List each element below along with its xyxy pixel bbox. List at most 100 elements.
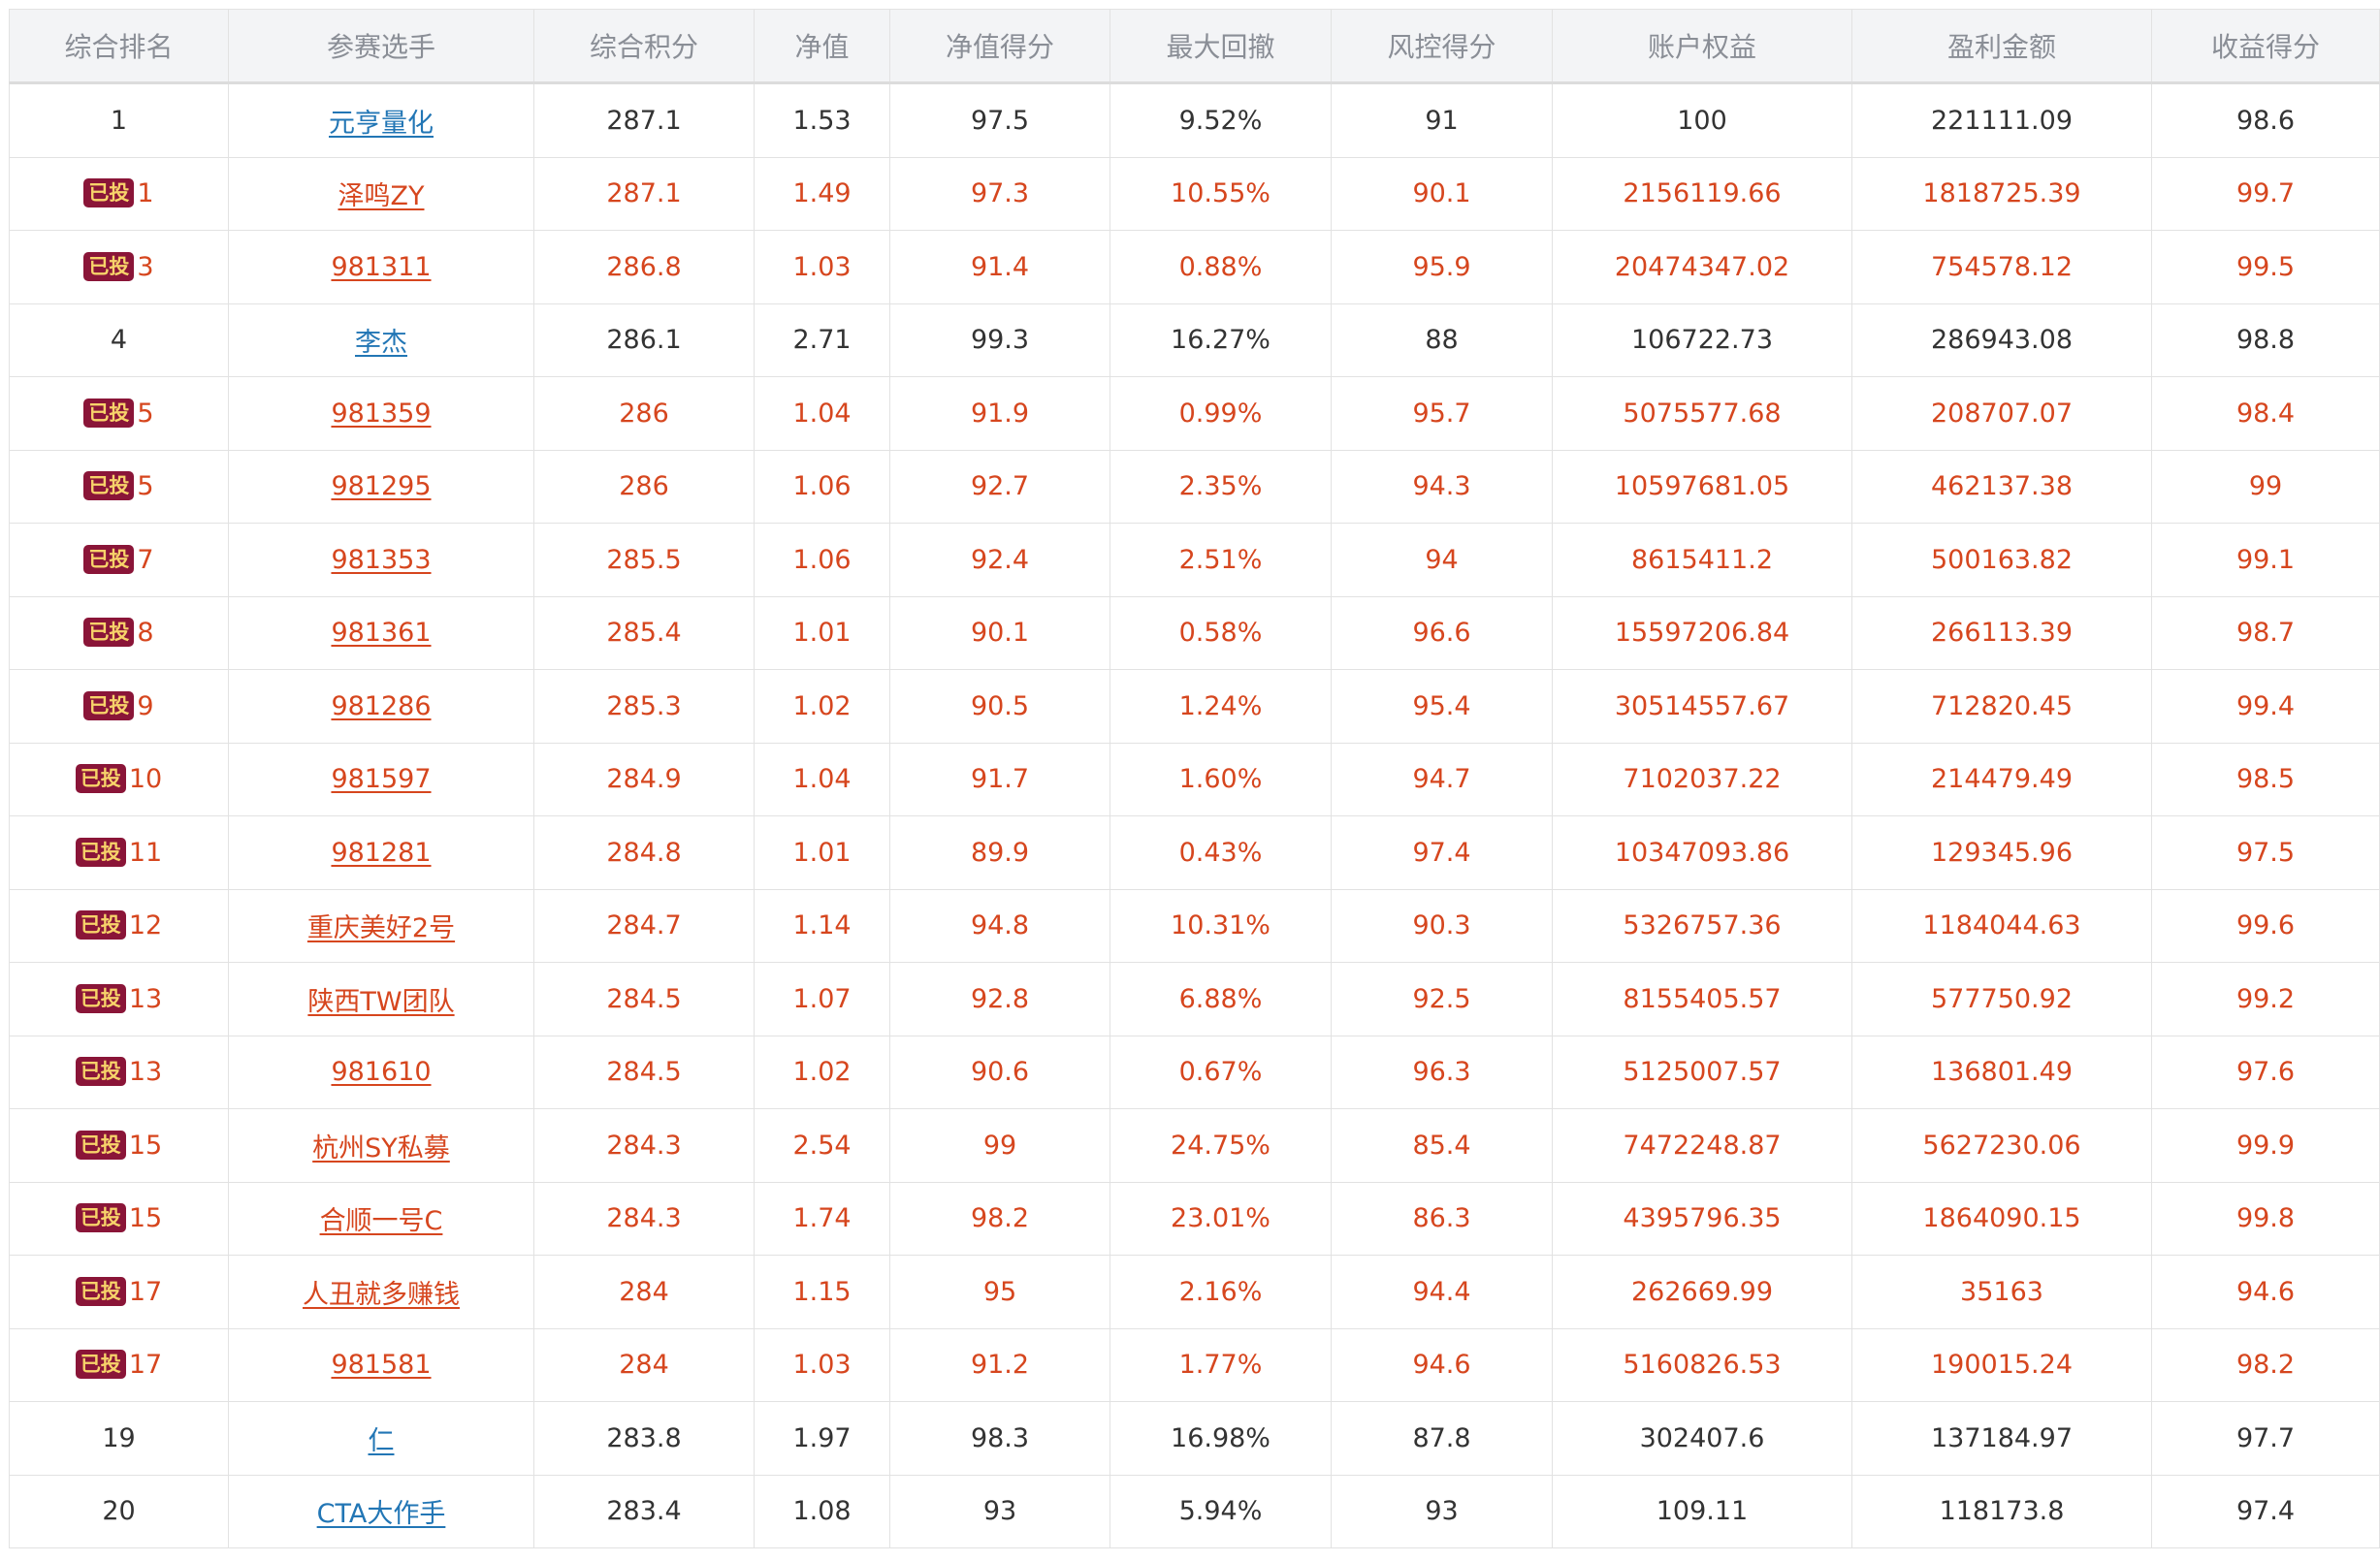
player-link[interactable]: 合顺一号C xyxy=(319,1206,443,1237)
cell-risk-score: 92.5 xyxy=(1331,962,1553,1036)
player-link[interactable]: 人丑就多赚钱 xyxy=(303,1279,460,1310)
cell-score: 285.4 xyxy=(533,595,755,670)
table-row: 已投 7 981353 285.5 1.06 92.4 2.51% 94 8615411.2 50… xyxy=(9,523,2380,597)
cell-max-drawdown: 2.16% xyxy=(1110,1255,1332,1329)
cell-score: 284.5 xyxy=(533,1035,755,1109)
player-link[interactable]: 981286 xyxy=(331,690,432,721)
header-equity[interactable]: 账户权益 xyxy=(1552,9,1852,83)
invested-badge: 已投 xyxy=(83,398,135,428)
cell-equity: 15597206.84 xyxy=(1552,595,1852,670)
player-link[interactable]: 重庆美好2号 xyxy=(306,913,456,944)
cell-return-score: 99.9 xyxy=(2151,1108,2380,1183)
header-score[interactable]: 综合积分 xyxy=(533,9,755,83)
rank-value: 13 xyxy=(128,983,163,1014)
player-link[interactable]: 981597 xyxy=(331,764,432,795)
cell-nav: 1.49 xyxy=(754,156,890,231)
cell-max-drawdown: 9.52% xyxy=(1110,82,1332,158)
cell-nav: 1.08 xyxy=(754,1474,890,1548)
cell-profit: 5627230.06 xyxy=(1851,1108,2152,1183)
player-link[interactable]: 杭州SY私募 xyxy=(312,1132,450,1164)
header-nav[interactable]: 净值 xyxy=(754,9,890,83)
player-link[interactable]: 仁 xyxy=(368,1425,395,1456)
cell-nav: 1.14 xyxy=(754,888,890,963)
cell-nav-score: 94.8 xyxy=(889,888,1110,963)
player-link[interactable]: 李杰 xyxy=(355,328,407,359)
header-max-drawdown[interactable]: 最大回撤 xyxy=(1110,9,1332,83)
cell-rank: 已投 13 xyxy=(9,1035,229,1109)
table-header: 综合排名 参赛选手 综合积分 净值 净值得分 最大回撤 风控得分 账户权益 盈利… xyxy=(9,9,2380,83)
cell-profit: 221111.09 xyxy=(1851,82,2152,158)
cell-equity: 109.11 xyxy=(1552,1474,1852,1548)
cell-max-drawdown: 0.88% xyxy=(1110,230,1332,304)
invested-badge: 已投 xyxy=(83,690,135,720)
cell-return-score: 99.5 xyxy=(2151,230,2380,304)
table-row: 已投 13 981610 284.5 1.02 90.6 0.67% 96.3 5125007.… xyxy=(9,1035,2380,1109)
player-link[interactable]: 981295 xyxy=(331,471,432,502)
header-nav-score[interactable]: 净值得分 xyxy=(889,9,1110,83)
player-link[interactable]: CTA大作手 xyxy=(316,1499,446,1530)
cell-nav-score: 92.4 xyxy=(889,523,1110,597)
cell-score: 286 xyxy=(533,376,755,451)
table-row: 已投 8 981361 285.4 1.01 90.1 0.58% 96.6 15597206.… xyxy=(9,595,2380,670)
cell-return-score: 98.4 xyxy=(2151,376,2380,451)
cell-max-drawdown: 1.24% xyxy=(1110,669,1332,744)
invested-badge: 已投 xyxy=(75,1350,126,1380)
cell-rank: 20 xyxy=(9,1474,229,1548)
header-profit[interactable]: 盈利金额 xyxy=(1851,9,2152,83)
cell-max-drawdown: 0.67% xyxy=(1110,1035,1332,1109)
player-link[interactable]: 泽鸣ZY xyxy=(338,181,425,212)
cell-nav-score: 97.3 xyxy=(889,156,1110,231)
cell-rank: 已投 10 xyxy=(9,742,229,816)
cell-player: 981281 xyxy=(228,815,534,890)
player-link[interactable]: 981311 xyxy=(331,251,432,282)
cell-nav: 1.04 xyxy=(754,376,890,451)
table-row: 已投 11 981281 284.8 1.01 89.9 0.43% 97.4 10347093… xyxy=(9,815,2380,890)
cell-profit: 1818725.39 xyxy=(1851,156,2152,231)
invested-badge: 已投 xyxy=(75,764,126,794)
cell-profit: 286943.08 xyxy=(1851,303,2152,377)
player-link[interactable]: 981610 xyxy=(331,1057,432,1088)
header-row: 综合排名 参赛选手 综合积分 净值 净值得分 最大回撤 风控得分 账户权益 盈利… xyxy=(9,9,2380,83)
cell-nav-score: 93 xyxy=(889,1474,1110,1548)
cell-return-score: 97.4 xyxy=(2151,1474,2380,1548)
table-row: 已投 5 981359 286 1.04 91.9 0.99% 95.7 5075577.68 2… xyxy=(9,376,2380,451)
header-risk-score[interactable]: 风控得分 xyxy=(1331,9,1553,83)
rank-value: 15 xyxy=(128,1130,163,1161)
cell-nav: 1.74 xyxy=(754,1181,890,1256)
cell-player: 泽鸣ZY xyxy=(228,156,534,231)
cell-nav-score: 98.3 xyxy=(889,1401,1110,1476)
player-link[interactable]: 元亨量化 xyxy=(329,108,434,139)
header-player[interactable]: 参赛选手 xyxy=(228,9,534,83)
cell-profit: 136801.49 xyxy=(1851,1035,2152,1109)
cell-rank: 已投 11 xyxy=(9,815,229,890)
cell-risk-score: 96.3 xyxy=(1331,1035,1553,1109)
cell-player: 陕西TW团队 xyxy=(228,962,534,1036)
cell-nav: 2.71 xyxy=(754,303,890,377)
player-link[interactable]: 981353 xyxy=(331,544,432,575)
cell-rank: 1 xyxy=(9,82,229,158)
cell-profit: 1864090.15 xyxy=(1851,1181,2152,1256)
cell-nav-score: 99 xyxy=(889,1108,1110,1183)
player-link[interactable]: 981281 xyxy=(331,837,432,868)
header-return-score[interactable]: 收益得分 xyxy=(2151,9,2380,83)
header-rank[interactable]: 综合排名 xyxy=(9,9,229,83)
cell-player: 981581 xyxy=(228,1327,534,1402)
table-row: 已投 9 981286 285.3 1.02 90.5 1.24% 95.4 30514557.… xyxy=(9,669,2380,744)
cell-nav: 1.06 xyxy=(754,449,890,524)
cell-rank: 4 xyxy=(9,303,229,377)
cell-nav: 1.53 xyxy=(754,82,890,158)
cell-equity: 20474347.02 xyxy=(1552,230,1852,304)
player-link[interactable]: 981581 xyxy=(331,1350,432,1381)
cell-profit: 129345.96 xyxy=(1851,815,2152,890)
cell-rank: 已投 7 xyxy=(9,523,229,597)
player-link[interactable]: 981361 xyxy=(331,618,432,649)
cell-risk-score: 96.6 xyxy=(1331,595,1553,670)
cell-risk-score: 97.4 xyxy=(1331,815,1553,890)
cell-nav-score: 92.8 xyxy=(889,962,1110,1036)
player-link[interactable]: 陕西TW团队 xyxy=(307,986,455,1017)
ranking-table-container: 综合排名 参赛选手 综合积分 净值 净值得分 最大回撤 风控得分 账户权益 盈利… xyxy=(9,9,2380,1548)
cell-score: 285.5 xyxy=(533,523,755,597)
player-link[interactable]: 981359 xyxy=(331,398,432,429)
cell-risk-score: 94 xyxy=(1331,523,1553,597)
cell-return-score: 99.7 xyxy=(2151,156,2380,231)
